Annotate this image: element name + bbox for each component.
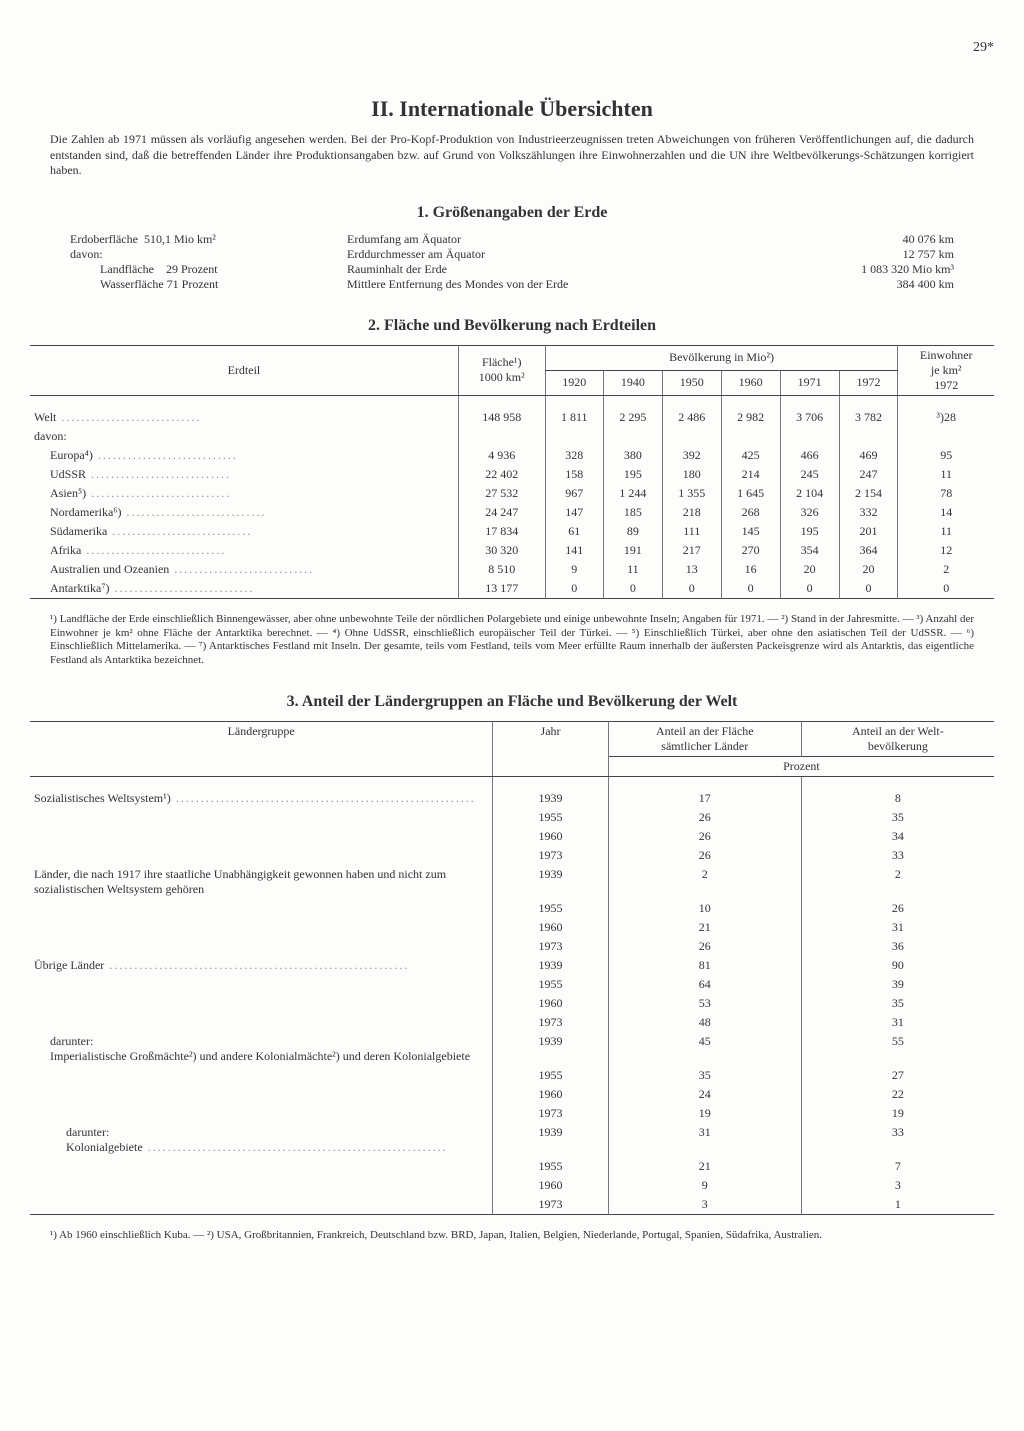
es-r3: 1 083 320 Mio km³ xyxy=(774,262,954,277)
table-row: 19731919 xyxy=(30,1104,994,1123)
es-m1: Erdumfang am Äquator xyxy=(347,232,727,247)
continent-table: Erdteil Fläche¹) 1000 km² Bevölkerung in… xyxy=(30,345,994,603)
table-row: 19602131 xyxy=(30,918,994,937)
table-row: Antarktika⁷)13 1770000000 xyxy=(30,579,994,599)
t3-h-year: Jahr xyxy=(493,721,609,776)
section1-title: 1. Größenangaben der Erde xyxy=(30,204,994,222)
es-m3: Rauminhalt der Erde xyxy=(347,262,727,277)
table-row: Asien⁵)27 5329671 2441 3551 6452 1042 15… xyxy=(30,484,994,503)
section3-title: 3. Anteil der Ländergruppen an Fläche un… xyxy=(30,693,994,711)
table-row: 19602634 xyxy=(30,827,994,846)
table-row: 19552635 xyxy=(30,808,994,827)
intro-paragraph: Die Zahlen ab 1971 müssen als vorläufig … xyxy=(50,132,974,179)
t2-h-1971: 1971 xyxy=(780,370,839,395)
section3-footnote: ¹) Ab 1960 einschließlich Kuba. — ²) USA… xyxy=(50,1229,974,1243)
t3-h-area: Anteil an der Fläche sämtlicher Länder xyxy=(608,721,801,756)
t2-h-1972: 1972 xyxy=(839,370,898,395)
table-row: 196093 xyxy=(30,1176,994,1195)
table-row: UdSSR22 40215819518021424524711 xyxy=(30,465,994,484)
es-r2: 12 757 km xyxy=(774,247,954,262)
table-row: davon: xyxy=(30,427,994,446)
es-r4: 384 400 km xyxy=(774,277,954,292)
table-row: Länder, die nach 1917 ihre staatliche Un… xyxy=(30,865,994,899)
table-row: 19602422 xyxy=(30,1085,994,1104)
t2-h-1950: 1950 xyxy=(662,370,721,395)
t3-h-pop: Anteil an der Welt- bevölkerung xyxy=(801,721,994,756)
t2-h-erdteil: Erdteil xyxy=(30,345,458,395)
earth-specs: Erdoberfläche 510,1 Mio km² davon: Landf… xyxy=(70,232,954,292)
table-row: 197331 xyxy=(30,1195,994,1215)
table-row: 19556439 xyxy=(30,975,994,994)
es-r1: 40 076 km xyxy=(774,232,954,247)
table-row: Nordamerika⁶)24 24714718521826832633214 xyxy=(30,503,994,522)
table-row: Europa⁴)4 93632838039242546646995 xyxy=(30,446,994,465)
es-m2: Erddurchmesser am Äquator xyxy=(347,247,727,262)
table-row: darunter: Kolonialgebiete19393133 xyxy=(30,1123,994,1157)
t2-h-pop: Bevölkerung in Mio²) xyxy=(545,345,898,370)
table-row: darunter: Imperialistische Großmächte²) … xyxy=(30,1032,994,1066)
es-l2: davon: xyxy=(70,247,300,262)
es-l3b: 29 Prozent xyxy=(166,262,218,276)
table-row: Übrige Länder19398190 xyxy=(30,956,994,975)
t2-h-1940: 1940 xyxy=(603,370,662,395)
table-row: 19732636 xyxy=(30,937,994,956)
t2-h-area: Fläche¹) 1000 km² xyxy=(458,345,545,395)
table-row: 19732633 xyxy=(30,846,994,865)
main-title: II. Internationale Übersichten xyxy=(30,96,994,122)
table-row: Sozialistisches Weltsystem¹)1939178 xyxy=(30,789,994,808)
t2-h-dens: Einwohner je km² 1972 xyxy=(898,345,994,395)
section2-title: 2. Fläche und Bevölkerung nach Erdteilen xyxy=(30,317,994,335)
t2-h-1960: 1960 xyxy=(721,370,780,395)
country-groups-table: Ländergruppe Jahr Anteil an der Fläche s… xyxy=(30,721,994,1219)
page-number: 29* xyxy=(30,40,994,56)
table-row: 19605335 xyxy=(30,994,994,1013)
es-l3a: Landfläche xyxy=(100,262,154,276)
table-row: Australien und Ozeanien8 510911131620202 xyxy=(30,560,994,579)
t3-h-group: Ländergruppe xyxy=(30,721,493,776)
es-l4b: 71 Prozent xyxy=(167,277,219,291)
table-row: 19551026 xyxy=(30,899,994,918)
section2-footnote: ¹) Landfläche der Erde einschließlich Bi… xyxy=(50,613,974,668)
es-l1a: Erdoberfläche xyxy=(70,232,138,246)
table-row: 1955217 xyxy=(30,1157,994,1176)
table-row: Südamerika17 834618911114519520111 xyxy=(30,522,994,541)
table-row: 19553527 xyxy=(30,1066,994,1085)
t2-h-1920: 1920 xyxy=(545,370,603,395)
es-l4a: Wasserfläche xyxy=(100,277,164,291)
es-l1b: 510,1 Mio km² xyxy=(144,232,216,246)
table-row: 19734831 xyxy=(30,1013,994,1032)
t3-h-percent: Prozent xyxy=(608,756,994,776)
es-m4: Mittlere Entfernung des Mondes von der E… xyxy=(347,277,727,292)
table-row: Afrika30 32014119121727035436412 xyxy=(30,541,994,560)
table-row: Welt148 9581 8112 2952 4862 9823 7063 78… xyxy=(30,408,994,427)
